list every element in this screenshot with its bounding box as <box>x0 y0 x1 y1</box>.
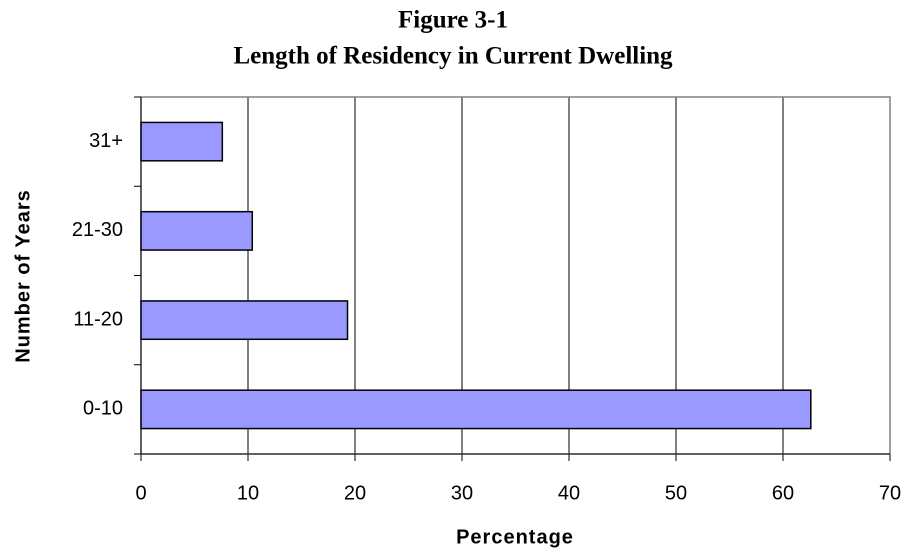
x-tick-label: 30 <box>451 482 473 504</box>
y-axis-label: Number of Years <box>12 189 34 363</box>
y-tick-label: 21-30 <box>72 219 123 241</box>
y-tick-label: 0-10 <box>83 398 123 420</box>
x-tick-label: 20 <box>344 482 366 504</box>
x-tick-label: 50 <box>665 482 687 504</box>
bar <box>140 121 224 162</box>
x-tick-label: 0 <box>135 482 146 504</box>
x-tick-label: 40 <box>558 482 580 504</box>
y-tick-label: 31+ <box>89 130 123 152</box>
y-tick-label: 11-20 <box>73 308 123 330</box>
x-axis-label: Percentage <box>456 526 574 548</box>
bar <box>140 210 254 251</box>
x-tick-label: 60 <box>772 482 794 504</box>
x-tick-label: 10 <box>237 482 259 504</box>
bar <box>140 389 812 430</box>
chart-subtitle: Length of Residency in Current Dwelling <box>233 43 673 70</box>
bar <box>140 300 349 341</box>
chart-title: Figure 3-1 <box>398 7 508 34</box>
x-tick-label: 70 <box>879 482 901 504</box>
